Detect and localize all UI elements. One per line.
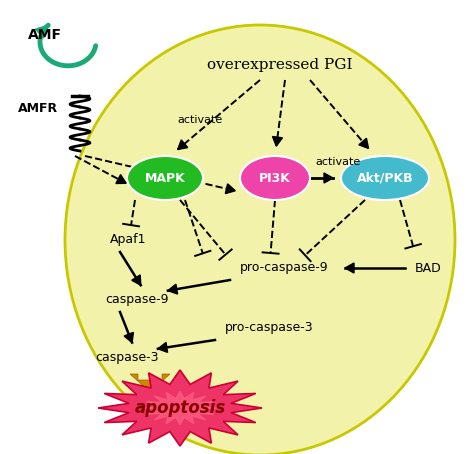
Text: caspase-3: caspase-3 bbox=[95, 351, 158, 365]
Polygon shape bbox=[158, 342, 168, 352]
Text: activate: activate bbox=[177, 115, 223, 125]
Text: activate: activate bbox=[315, 157, 361, 167]
Text: Apaf1: Apaf1 bbox=[110, 233, 146, 247]
Polygon shape bbox=[324, 173, 333, 183]
Polygon shape bbox=[359, 138, 368, 148]
Polygon shape bbox=[36, 25, 48, 38]
Polygon shape bbox=[130, 374, 170, 392]
Text: AMFR: AMFR bbox=[18, 102, 58, 114]
Text: caspase-9: caspase-9 bbox=[105, 293, 168, 306]
Text: pro-caspase-3: pro-caspase-3 bbox=[225, 321, 314, 335]
Polygon shape bbox=[178, 140, 188, 149]
Polygon shape bbox=[345, 263, 354, 273]
Polygon shape bbox=[98, 370, 262, 446]
Polygon shape bbox=[168, 284, 178, 294]
Text: AMF: AMF bbox=[28, 28, 62, 42]
Text: PI3K: PI3K bbox=[259, 172, 291, 184]
Text: Akt/PKB: Akt/PKB bbox=[357, 172, 413, 184]
Polygon shape bbox=[116, 175, 126, 183]
Polygon shape bbox=[144, 391, 217, 425]
Ellipse shape bbox=[240, 156, 310, 200]
Text: pro-caspase-9: pro-caspase-9 bbox=[240, 262, 328, 275]
Polygon shape bbox=[132, 275, 141, 285]
Ellipse shape bbox=[65, 25, 455, 454]
Ellipse shape bbox=[127, 156, 203, 200]
Polygon shape bbox=[225, 184, 235, 193]
Text: apoptosis: apoptosis bbox=[134, 399, 226, 417]
Ellipse shape bbox=[341, 156, 429, 200]
Text: MAPK: MAPK bbox=[145, 172, 185, 184]
Text: overexpressed PGI: overexpressed PGI bbox=[207, 58, 353, 72]
Polygon shape bbox=[273, 137, 283, 146]
Polygon shape bbox=[124, 332, 133, 343]
Text: BAD: BAD bbox=[415, 262, 442, 275]
